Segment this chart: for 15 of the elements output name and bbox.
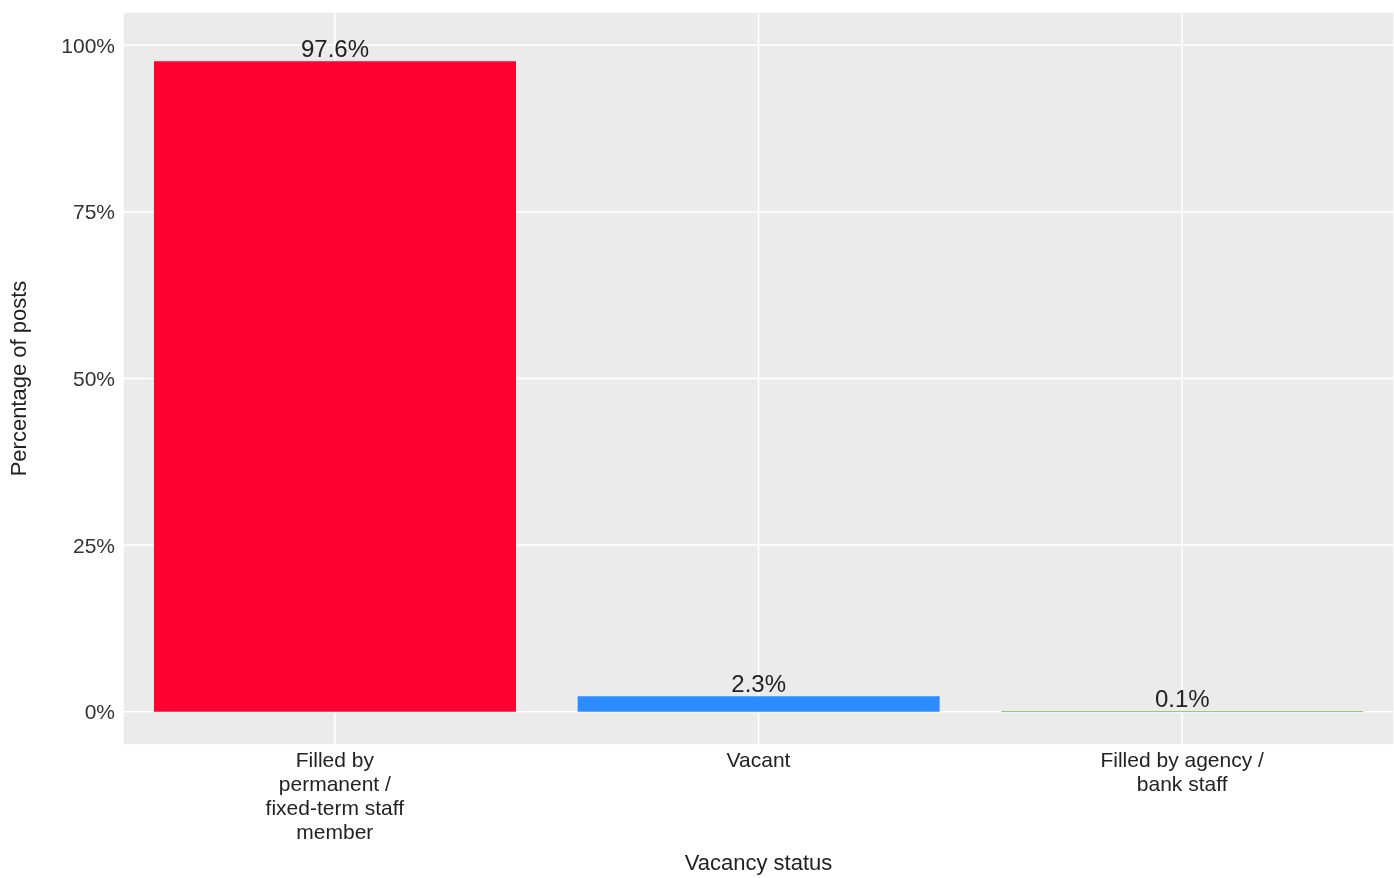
x-tick-label: Vacant bbox=[726, 748, 791, 771]
data-label: 2.3% bbox=[731, 670, 787, 698]
y-tick-label: 100% bbox=[61, 33, 115, 57]
data-label: 0.1% bbox=[1154, 685, 1210, 713]
x-tick-label: Filled by agency / bank staff bbox=[1100, 748, 1265, 795]
x-axis-title: Vacancy status bbox=[684, 850, 833, 875]
y-tick-label: 25% bbox=[72, 533, 115, 557]
bar bbox=[154, 61, 516, 712]
y-tick-label: 50% bbox=[72, 366, 115, 390]
y-axis-title: Percentage of posts bbox=[5, 280, 31, 477]
data-label: 97.6% bbox=[300, 35, 370, 63]
x-tick-label: Filled by permanent / fixed-term staff member bbox=[265, 748, 405, 843]
bar bbox=[577, 696, 940, 712]
y-tick-label: 0% bbox=[84, 700, 115, 724]
y-tick-label: 75% bbox=[72, 200, 115, 224]
